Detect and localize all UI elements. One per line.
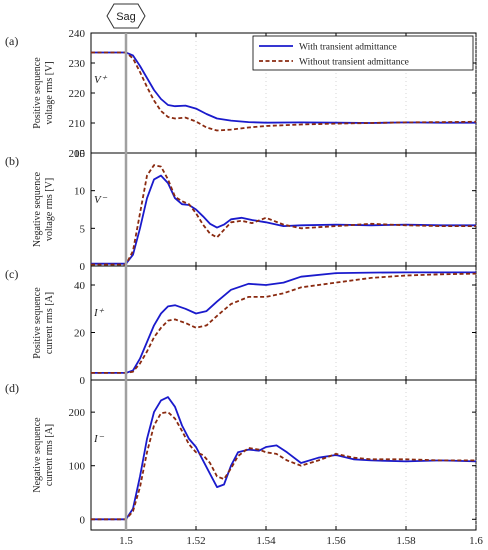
x-tick-label: 1.6 [469, 535, 483, 547]
series-line-2 [91, 51, 477, 132]
y-axis-label-line2: current rms [A] [44, 292, 55, 354]
series-line-2 [91, 164, 476, 266]
y-tick-label: 15 [74, 148, 86, 160]
y-axis-label: Negative sequence [32, 417, 43, 493]
x-tick-label: 1.58 [396, 535, 416, 547]
panel-3: 40 20 0 (c) Positive sequence current rms [A]… [5, 265, 477, 387]
y-axis-label-line2: current rms [A] [44, 424, 55, 486]
x-tick-label: 1.56 [326, 535, 346, 547]
plot-frame [90, 152, 477, 267]
y-tick-label: 0 [80, 375, 86, 387]
y-tick-label: 5 [80, 223, 86, 235]
panel-label: (d) [5, 381, 19, 395]
sag-marker-box [106, 3, 146, 29]
x-tick-label: 1.54 [256, 535, 276, 547]
y-tick-label: 200 [69, 407, 86, 419]
panel-label: (c) [5, 267, 18, 281]
quantity-symbol: I⁻ [93, 433, 105, 445]
series-line-1 [91, 174, 476, 265]
sag-marker-label: Sag [116, 11, 136, 23]
plot-frame [90, 379, 477, 531]
y-tick-label: 20 [74, 328, 86, 340]
panel-2: 15 10 5 0 (b) Negative sequence voltage rms [V… [5, 148, 477, 273]
panel-4: 200 100 0 (d) Negative sequence current rms [… [5, 379, 483, 547]
panel-label: (a) [5, 34, 18, 48]
y-tick-label: 230 [69, 58, 86, 70]
quantity-symbol: V⁺ [94, 74, 108, 86]
y-tick-label: 200 [69, 148, 86, 160]
y-axis-label: Negative sequence [32, 171, 43, 247]
y-tick-label: 220 [69, 88, 86, 100]
quantity-symbol: I⁺ [93, 307, 105, 319]
series-line-2 [91, 411, 476, 521]
panel-1: 240 230 220 210 200 (a) Positive sequence volta… [5, 28, 477, 160]
legend-entry: With transient admittance [299, 43, 397, 53]
y-tick-label: 10 [74, 186, 86, 198]
y-tick-label: 0 [80, 261, 86, 273]
y-axis-label: Positive sequence [32, 287, 43, 359]
y-tick-label: 40 [74, 280, 86, 292]
series-line-1 [91, 396, 477, 521]
quantity-symbol: V⁻ [94, 194, 108, 206]
y-tick-label: 100 [69, 461, 86, 473]
panel-label: (b) [5, 154, 19, 168]
x-tick-label: 1.5 [119, 535, 133, 547]
y-axis-label-line2: voltage rms [V] [44, 61, 55, 124]
y-tick-label: 240 [69, 28, 86, 40]
series-line-2 [91, 272, 477, 374]
y-tick-label: 210 [69, 118, 86, 130]
series-line-1 [91, 271, 476, 374]
legend-entry: Without transient admittance [299, 58, 409, 68]
y-tick-label: 0 [80, 514, 86, 526]
y-axis-label-line2: voltage rms [V] [44, 178, 55, 241]
x-tick-label: 1.52 [186, 535, 205, 547]
sag-marker: Sag [106, 3, 146, 530]
legend-box [252, 35, 474, 71]
y-axis-label: Positive sequence [32, 57, 43, 129]
